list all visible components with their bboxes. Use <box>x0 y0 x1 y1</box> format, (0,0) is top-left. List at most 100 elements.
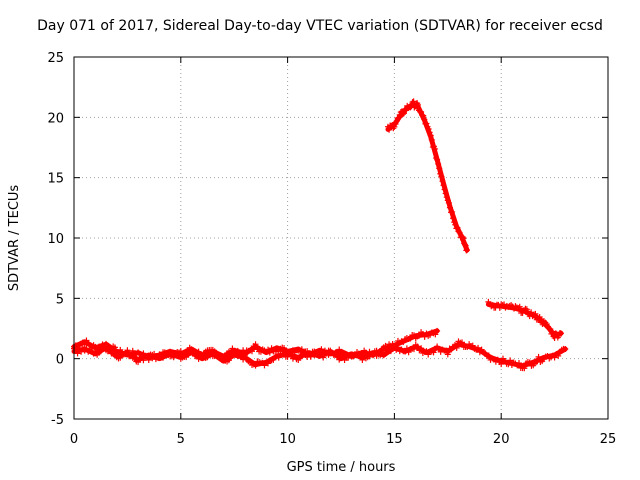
data-point <box>190 349 197 356</box>
data-point <box>440 182 447 189</box>
y-axis-label: SDTVAR / TECUs <box>7 185 22 292</box>
data-point <box>403 345 410 352</box>
data-point <box>431 145 438 152</box>
data-point <box>430 349 437 356</box>
data-point <box>193 352 200 359</box>
data-point <box>445 199 452 206</box>
data-point <box>432 331 439 338</box>
data-point <box>307 353 314 360</box>
data-point <box>334 352 341 359</box>
data-point <box>444 351 451 358</box>
data-point <box>507 357 514 364</box>
data-point <box>516 303 523 310</box>
x-tick-label: 15 <box>386 432 403 447</box>
data-point <box>450 215 457 222</box>
data-point <box>439 178 446 185</box>
data-point <box>443 347 450 354</box>
data-point <box>441 186 448 193</box>
data-point <box>402 106 409 113</box>
data-point <box>416 332 423 339</box>
data-point <box>249 348 255 355</box>
data-point <box>434 156 441 163</box>
data-point <box>449 208 456 215</box>
y-tick-label: 0 <box>56 353 64 368</box>
data-point <box>438 173 445 180</box>
data-point <box>399 111 406 118</box>
y-tick-label: 20 <box>47 111 64 126</box>
data-point <box>395 114 402 121</box>
data-point <box>418 345 425 352</box>
data-point <box>393 118 400 125</box>
data-point <box>451 219 458 226</box>
data-point <box>382 350 389 357</box>
data-point <box>387 348 394 355</box>
data-point <box>485 352 492 359</box>
data-point <box>135 359 142 366</box>
data-point <box>555 352 562 359</box>
data-point <box>386 126 393 133</box>
data-point <box>298 346 305 353</box>
data-point <box>332 349 339 356</box>
data-point <box>268 345 275 352</box>
data-point <box>425 125 432 132</box>
data-point <box>407 335 414 342</box>
data-point <box>551 354 558 361</box>
data-point <box>291 352 298 359</box>
series-trace-low-band-a <box>71 327 441 363</box>
data-point <box>446 204 453 211</box>
tick-layer: 0 5 10 15 20 25 -5 0 5 10 15 20 25 <box>47 51 616 447</box>
data-point <box>252 362 259 369</box>
data-point <box>536 314 543 321</box>
x-axis-label: GPS time / hours <box>287 460 396 475</box>
data-point <box>252 341 259 348</box>
data-point <box>535 353 542 360</box>
data-point <box>401 110 408 117</box>
data-point <box>456 229 463 236</box>
data-point <box>454 224 461 231</box>
data-point <box>394 344 401 351</box>
data-point <box>392 121 399 128</box>
data-point <box>336 346 343 353</box>
data-point <box>464 247 471 254</box>
data-point <box>131 355 138 362</box>
data-point <box>453 344 460 351</box>
data-point <box>453 225 460 232</box>
data-point <box>460 235 467 242</box>
data-point <box>442 190 449 197</box>
data-point <box>435 160 442 167</box>
data-point <box>111 344 118 351</box>
data-point <box>543 321 550 328</box>
x-tick-label: 0 <box>70 432 78 447</box>
data-point <box>427 132 434 139</box>
data-point <box>410 346 417 353</box>
data-point <box>318 349 325 356</box>
data-point <box>229 345 236 352</box>
data-point <box>469 342 476 349</box>
series-trace-low-band-b <box>71 338 569 372</box>
data-point <box>414 343 421 350</box>
x-tick-label: 20 <box>493 432 510 447</box>
data-point <box>289 355 296 362</box>
data-point <box>183 354 190 361</box>
series-trace-mid-tail <box>485 298 565 341</box>
series-trace-high-arc <box>384 98 471 254</box>
data-point <box>339 353 346 360</box>
data-point <box>443 194 450 201</box>
data-point <box>426 129 433 136</box>
data-point <box>160 354 166 361</box>
data-point <box>410 332 417 339</box>
data-point <box>523 306 530 313</box>
data-point <box>419 111 426 118</box>
data-point <box>455 228 462 235</box>
data-point <box>428 136 435 143</box>
data-point <box>78 348 85 355</box>
data-point <box>475 344 482 351</box>
data-point <box>176 351 183 358</box>
data-point <box>117 354 124 361</box>
data-point <box>391 123 398 130</box>
data-point <box>265 346 272 353</box>
data-point <box>304 348 311 355</box>
chart-title: Day 071 of 2017, Sidereal Day-to-day VTE… <box>37 18 603 34</box>
data-point <box>516 360 522 367</box>
y-tick-label: 15 <box>47 172 64 187</box>
